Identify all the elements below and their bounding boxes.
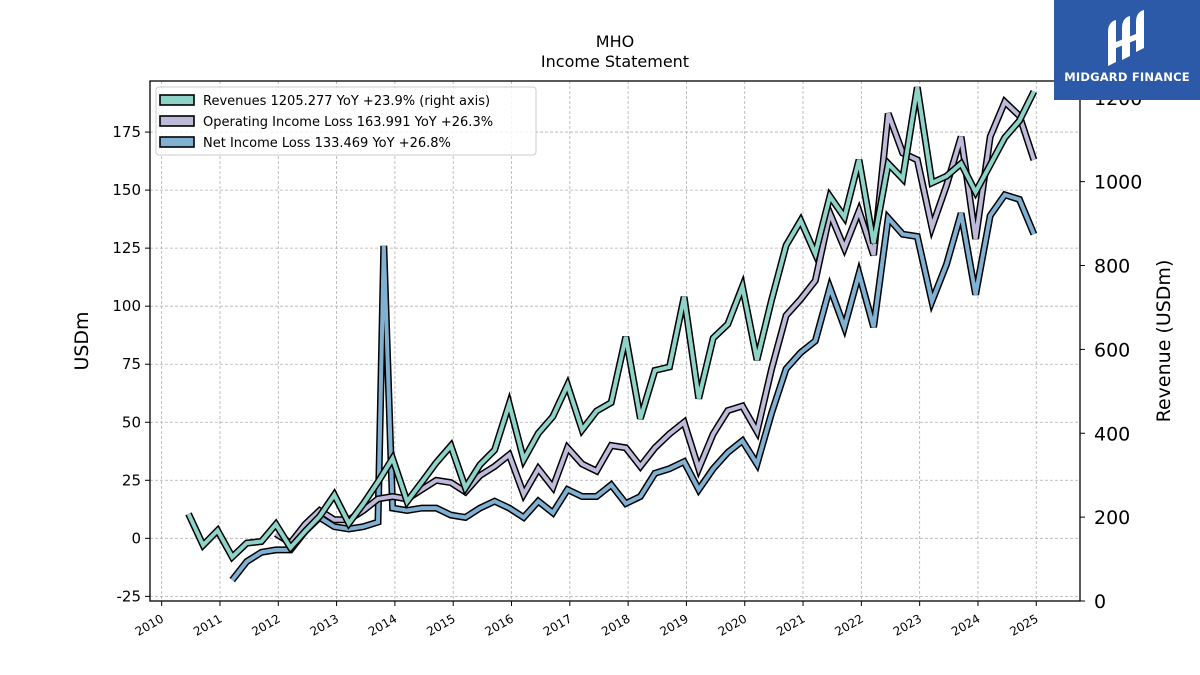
legend-label: Net Income Loss 133.469 YoY +26.8% [203, 136, 451, 151]
y-left-tick-label: 25 [122, 471, 141, 489]
legend-label: Operating Income Loss 163.991 YoY +26.3% [203, 115, 493, 130]
y-right-tick-label: 400 [1094, 423, 1130, 445]
y-left-tick-label: 125 [112, 239, 141, 257]
y-left-tick-label: 100 [112, 297, 141, 315]
y-left-tick-label: 150 [112, 181, 141, 199]
y-left-tick-label: 175 [112, 123, 141, 141]
legend-swatch [159, 115, 195, 127]
y-left-tick-label: -25 [117, 587, 142, 605]
series-line [186, 86, 1036, 561]
y-left-tick-label: 50 [122, 413, 141, 431]
midgard-logo-icon [1108, 10, 1144, 66]
brand-name: MIDGARD FINANCE [1064, 70, 1190, 84]
legend: Revenues 1205.277 YoY +23.9% (right axis… [155, 86, 537, 156]
legend-box [155, 86, 537, 156]
y-right-tick-label: 800 [1094, 256, 1130, 278]
y-axis-right-label: Revenue (USDm) [1153, 260, 1175, 423]
y-right-tick-label: 1000 [1094, 172, 1142, 194]
series-line [230, 192, 1036, 582]
series-lines [185, 86, 1038, 583]
chart-subtitle: Income Statement [541, 52, 689, 71]
brand-logo: MIDGARD FINANCE [1054, 0, 1200, 100]
y-right-tick-label: 0 [1094, 591, 1106, 613]
y-right-tick-label: 200 [1094, 507, 1130, 529]
legend-label: Revenues 1205.277 YoY +23.9% (right axis… [203, 94, 490, 109]
plot-frame [149, 80, 1081, 602]
y-axis-left-label: USDm [71, 311, 93, 370]
legend-swatch [159, 136, 195, 148]
chart-title: MHO [596, 32, 634, 51]
y-left-tick-label: 0 [131, 529, 141, 547]
y-right-tick-label: 600 [1094, 339, 1130, 361]
y-left-tick-label: 75 [122, 355, 141, 373]
legend-swatch [159, 94, 195, 106]
